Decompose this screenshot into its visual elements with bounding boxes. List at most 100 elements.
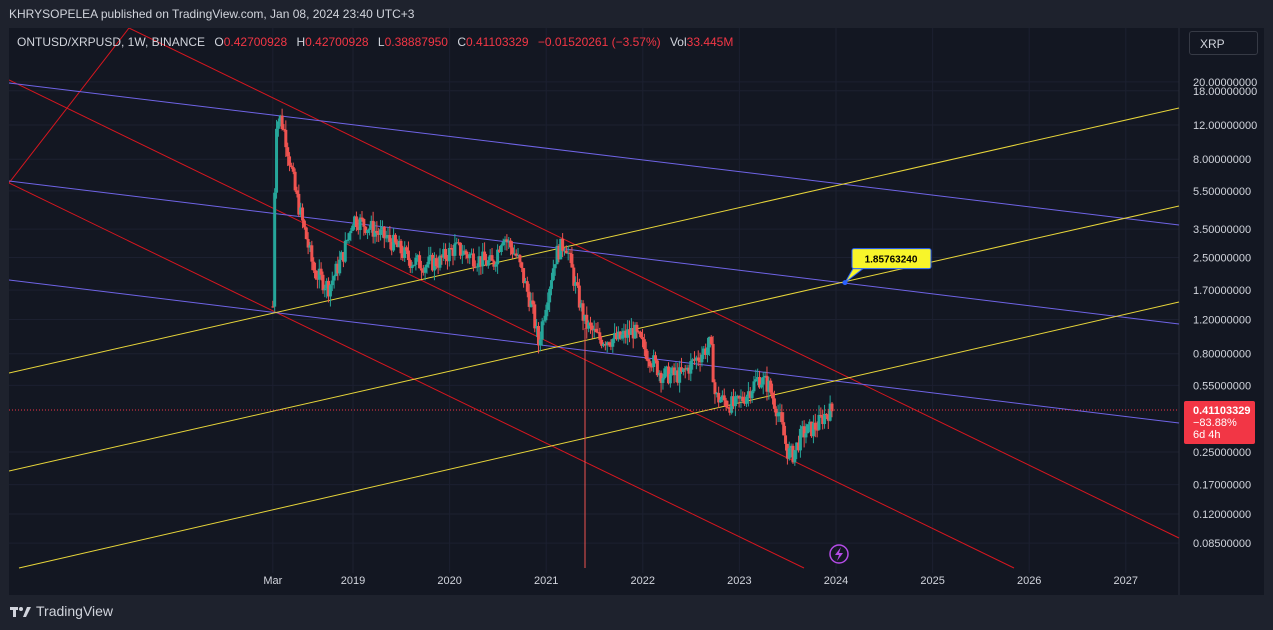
symbol-label[interactable]: ONTUSD/XRPUSD, 1W, BINANCE [17, 35, 206, 49]
candle-body [317, 268, 321, 280]
candle-body [758, 377, 762, 388]
red-channel-line[interactable] [128, 28, 1180, 539]
candle-body [815, 429, 819, 431]
candle-body [358, 217, 362, 231]
candle-body [752, 381, 756, 392]
candle-body [431, 254, 435, 271]
candle-body [549, 280, 553, 289]
price-tick-label: 0.80000000 [1193, 349, 1251, 361]
candle-body [403, 247, 407, 259]
lightning-icon[interactable] [829, 544, 849, 564]
candle-body [745, 396, 749, 404]
candle-body [397, 240, 401, 248]
price-callout[interactable]: 1.85763240 [842, 248, 932, 286]
currency-button[interactable]: XRP [1189, 31, 1258, 55]
candle-body [375, 230, 379, 233]
candle-body [507, 240, 511, 242]
candle-body [410, 265, 414, 269]
yellow-parallel-line[interactable] [9, 107, 1180, 374]
time-tick-label: 2019 [341, 575, 365, 587]
candle-body [765, 375, 769, 392]
candle-body [421, 270, 425, 273]
candle-body [726, 407, 730, 409]
candle-body [795, 442, 799, 451]
candle-body [683, 368, 687, 370]
candle-body [715, 392, 719, 395]
candle-body [611, 339, 615, 347]
red-channel-line[interactable] [9, 182, 805, 569]
candle-body [319, 268, 323, 275]
candle-body [626, 329, 630, 338]
candle-body [423, 267, 427, 273]
candle-body [655, 360, 659, 376]
candle-body [592, 328, 596, 331]
candle-body [315, 278, 319, 280]
candle-body [830, 403, 834, 412]
red-channel-line[interactable] [9, 79, 1015, 569]
yellow-parallel-line[interactable] [9, 205, 1180, 472]
candle-body [405, 247, 409, 251]
candle-body [575, 282, 579, 286]
candle-body [789, 445, 793, 449]
blue-parallel-line[interactable] [9, 180, 1180, 325]
candle-body [607, 342, 611, 346]
chart-background [9, 28, 1264, 595]
candle-body [293, 171, 297, 191]
candle-body [596, 332, 600, 334]
candle-body [533, 304, 537, 329]
candle-body [802, 426, 806, 438]
candle-body [477, 256, 481, 267]
price-tick-label: 0.55000000 [1193, 380, 1251, 392]
candle-body [302, 220, 306, 228]
candle-body [826, 414, 830, 421]
candle-body [351, 225, 355, 231]
candle-body [719, 399, 723, 403]
candle-body [444, 248, 448, 259]
price-tick-label: 0.17000000 [1193, 480, 1251, 492]
price-tick-label: 1.70000000 [1193, 285, 1251, 297]
close-label: C [457, 35, 466, 49]
red-channel-line[interactable] [9, 28, 130, 184]
candle-body [663, 368, 667, 378]
candle-body [659, 372, 663, 383]
candle-body [501, 241, 505, 246]
candle-body [483, 251, 487, 261]
candle-body [427, 256, 431, 265]
candle-body [481, 251, 485, 267]
candle-body [473, 266, 477, 268]
candle-body [496, 249, 500, 265]
candle-body [327, 280, 331, 297]
blue-parallel-line[interactable] [9, 279, 1180, 424]
candle-body [646, 359, 650, 362]
candle-body [804, 433, 808, 438]
candle-body [392, 234, 396, 251]
yellow-parallel-line[interactable] [18, 301, 1180, 569]
candle-body [457, 242, 461, 244]
candle-body [609, 345, 613, 347]
candle-body [750, 391, 754, 399]
footer-brand[interactable]: TradingView [10, 603, 113, 619]
candle-body [616, 331, 620, 340]
candle-body [577, 285, 581, 308]
candle-body [475, 266, 479, 268]
blue-parallel-line[interactable] [9, 82, 1180, 226]
candle-body [668, 373, 672, 384]
time-axis[interactable]: Mar 2019 2020 2021 2022 2023 2024 2025 2026 2027 [263, 575, 1138, 587]
candle-body [674, 370, 678, 376]
chart-pane[interactable]: 20.00000000 18.00000000 12.00000000 8.00000… [9, 28, 1264, 595]
candle-body [464, 250, 468, 255]
candle-body [562, 250, 566, 252]
candle-body [542, 320, 546, 322]
candle-body [706, 347, 710, 355]
candle-body [406, 250, 410, 261]
candle-body [425, 264, 429, 268]
candle-body [555, 245, 559, 265]
volume-value: 33.445M [686, 35, 734, 49]
candle-body [529, 300, 533, 307]
candle-body [429, 254, 433, 257]
candle-body [486, 260, 490, 266]
candle-body [297, 193, 301, 215]
candle-body [384, 237, 388, 239]
